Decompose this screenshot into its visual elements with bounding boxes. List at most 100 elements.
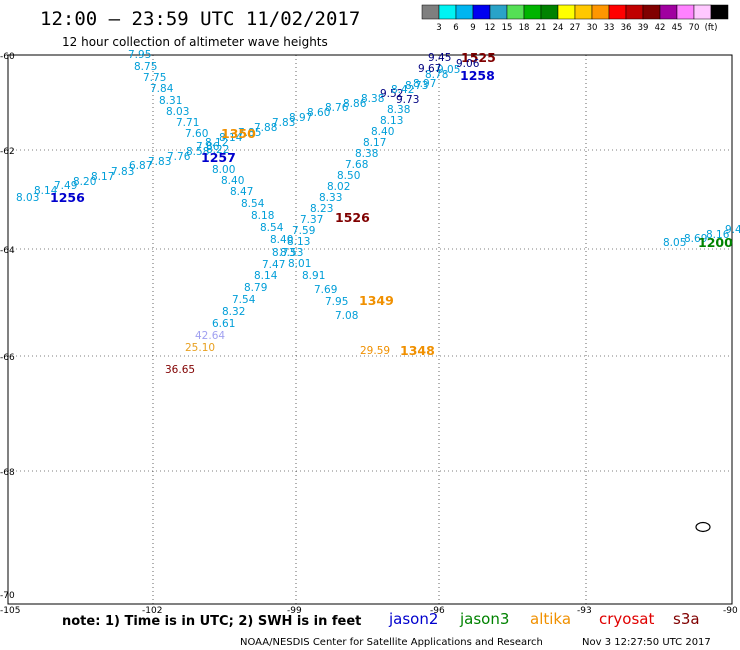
- colorbar-swatch: [438, 4, 457, 20]
- lon-label: -102: [142, 606, 162, 616]
- swh-value: 7.83: [111, 166, 134, 178]
- lat-label: -60: [0, 52, 15, 62]
- track-1350: 1350: [221, 126, 256, 141]
- track-1525: 1525 9.06: [456, 50, 496, 70]
- colorbar-label: 42: [655, 23, 666, 33]
- colorbar-swatch: [693, 4, 712, 20]
- colorbar-swatch: [625, 4, 644, 20]
- track-1526: 8.38 8.13 8.40 8.17 8.38 7.68 8.50 8.02 …: [272, 104, 410, 259]
- colorbar-label: 6: [453, 23, 458, 33]
- swh-value: 8.14: [254, 270, 278, 282]
- colorbar-label: 21: [536, 23, 547, 33]
- swh-value: 7.08: [335, 310, 358, 322]
- colorbar-label: 39: [638, 23, 649, 33]
- swh-value: 7.37: [300, 214, 323, 226]
- swh-value: 8.58: [186, 146, 209, 158]
- colorbar-label: 15: [502, 23, 513, 33]
- swh-value: 36.65: [165, 364, 195, 376]
- longitude-labels: -105 -102 -99 -96 -93 -90: [0, 606, 738, 616]
- swh-value: 8.40: [221, 175, 244, 187]
- colorbar-swatch: [557, 4, 576, 20]
- swh-value: 7.60: [185, 128, 208, 140]
- lat-label: -64: [0, 246, 15, 256]
- colorbar-swatch: [506, 4, 525, 20]
- swh-value: 8.01: [288, 258, 311, 270]
- colorbar-label: 45: [672, 23, 683, 33]
- swh-value: 9.67: [418, 63, 441, 75]
- swh-value: 8.54: [260, 222, 284, 234]
- lon-label: -96: [430, 606, 445, 616]
- plot-frame: [7, 54, 733, 605]
- lon-label: -105: [0, 606, 20, 616]
- swh-value: 42.64: [195, 330, 225, 342]
- swh-value: 7.49: [54, 180, 77, 192]
- colorbar-swatch: [489, 4, 508, 20]
- swh-value: 8.00: [212, 164, 235, 176]
- lon-label: -99: [287, 606, 302, 616]
- graticule: [8, 55, 732, 604]
- track-1256: 8.03 8.14 7.49 8.20 8.17 7.83 6.87 7.83 …: [16, 52, 460, 205]
- swh-value: 8.38: [355, 148, 378, 160]
- colorbar-label: 9: [470, 23, 475, 33]
- footer-note: note: 1) Time is in UTC; 2) SWH is in fe…: [62, 614, 361, 629]
- swh-value: 8.97: [413, 78, 436, 90]
- swh-value: 9.52: [380, 88, 403, 100]
- swh-value: 7.95: [325, 296, 348, 308]
- swh-value: 7.88: [254, 122, 277, 134]
- swh-value: 8.53: [280, 247, 303, 259]
- latitude-labels: -60 -62 -64 -66 -68 -70: [0, 52, 15, 601]
- colorbar-label: 12: [485, 23, 496, 33]
- swh-value: 9.45: [428, 52, 451, 64]
- legend-altika: altika: [530, 610, 571, 628]
- track-1348: 29.59 1348: [360, 343, 435, 358]
- colorbar-swatch: [659, 4, 678, 20]
- swh-value: 6.61: [212, 318, 235, 330]
- swh-value: 7.71: [176, 117, 199, 129]
- swh-value: 8.18: [251, 210, 274, 222]
- swh-value: 8.40: [371, 126, 394, 138]
- map-subtitle: 12 hour collection of altimeter wave hei…: [62, 35, 328, 49]
- colorbar-label: 33: [604, 23, 615, 33]
- swh-value: 8.69: [684, 233, 707, 245]
- pass-time-label: 1257: [201, 150, 236, 165]
- track-1258: 1258: [460, 68, 495, 83]
- track-1200: 8.05 8.69 8.16 9.4 1200: [663, 224, 740, 250]
- swh-value: 8.17: [91, 171, 114, 183]
- swh-value: 8.05: [663, 237, 686, 249]
- swh-value: 8.60: [307, 107, 330, 119]
- swh-value: 7.76: [167, 151, 191, 163]
- colorbar-swatch: [608, 4, 627, 20]
- swh-value: 9.73: [396, 94, 419, 106]
- map-title: 12:00 – 23:59 UTC 11/02/2017: [40, 8, 360, 30]
- swh-value: 8.38: [361, 93, 384, 105]
- swh-value: 7.83: [272, 117, 295, 129]
- colorbar-label: (ft): [705, 23, 718, 33]
- colorbar-label: 24: [553, 23, 564, 33]
- swh-value: 8.54: [241, 198, 265, 210]
- swh-value: 8.42: [391, 84, 414, 96]
- pass-time-label: 1526: [335, 210, 370, 225]
- colorbar-label: 30: [587, 23, 598, 33]
- swh-value: 8.97: [289, 112, 312, 124]
- track-1349: 8.01 8.91 7.69 7.95 7.08 1349: [288, 258, 394, 322]
- swh-value: 8.86: [343, 98, 367, 110]
- swh-value: 8.03: [16, 192, 39, 204]
- swh-value: 8.33: [319, 192, 342, 204]
- swh-value: 9.06: [456, 58, 480, 70]
- swh-value: 8.02: [327, 181, 350, 193]
- swh-value: 8.14: [34, 185, 58, 197]
- track-1257: 7.95 8.75 7.75 7.84 8.31 8.03 7.71 7.60 …: [128, 49, 303, 376]
- colorbar-swatch: [574, 4, 593, 20]
- colorbar-swatch: [591, 4, 610, 20]
- swh-value: 7.59: [292, 225, 315, 237]
- colorbar-swatch: [523, 4, 542, 20]
- legend-s3a: s3a: [673, 610, 700, 628]
- swh-value: 8.32: [222, 306, 245, 318]
- swh-value: 25.10: [185, 342, 215, 354]
- colorbar-swatch: [472, 4, 491, 20]
- lat-label: -66: [0, 353, 15, 363]
- swh-value: 7.69: [314, 284, 337, 296]
- swh-value: 9.05: [437, 64, 460, 76]
- swh-value: 9.4: [725, 224, 740, 236]
